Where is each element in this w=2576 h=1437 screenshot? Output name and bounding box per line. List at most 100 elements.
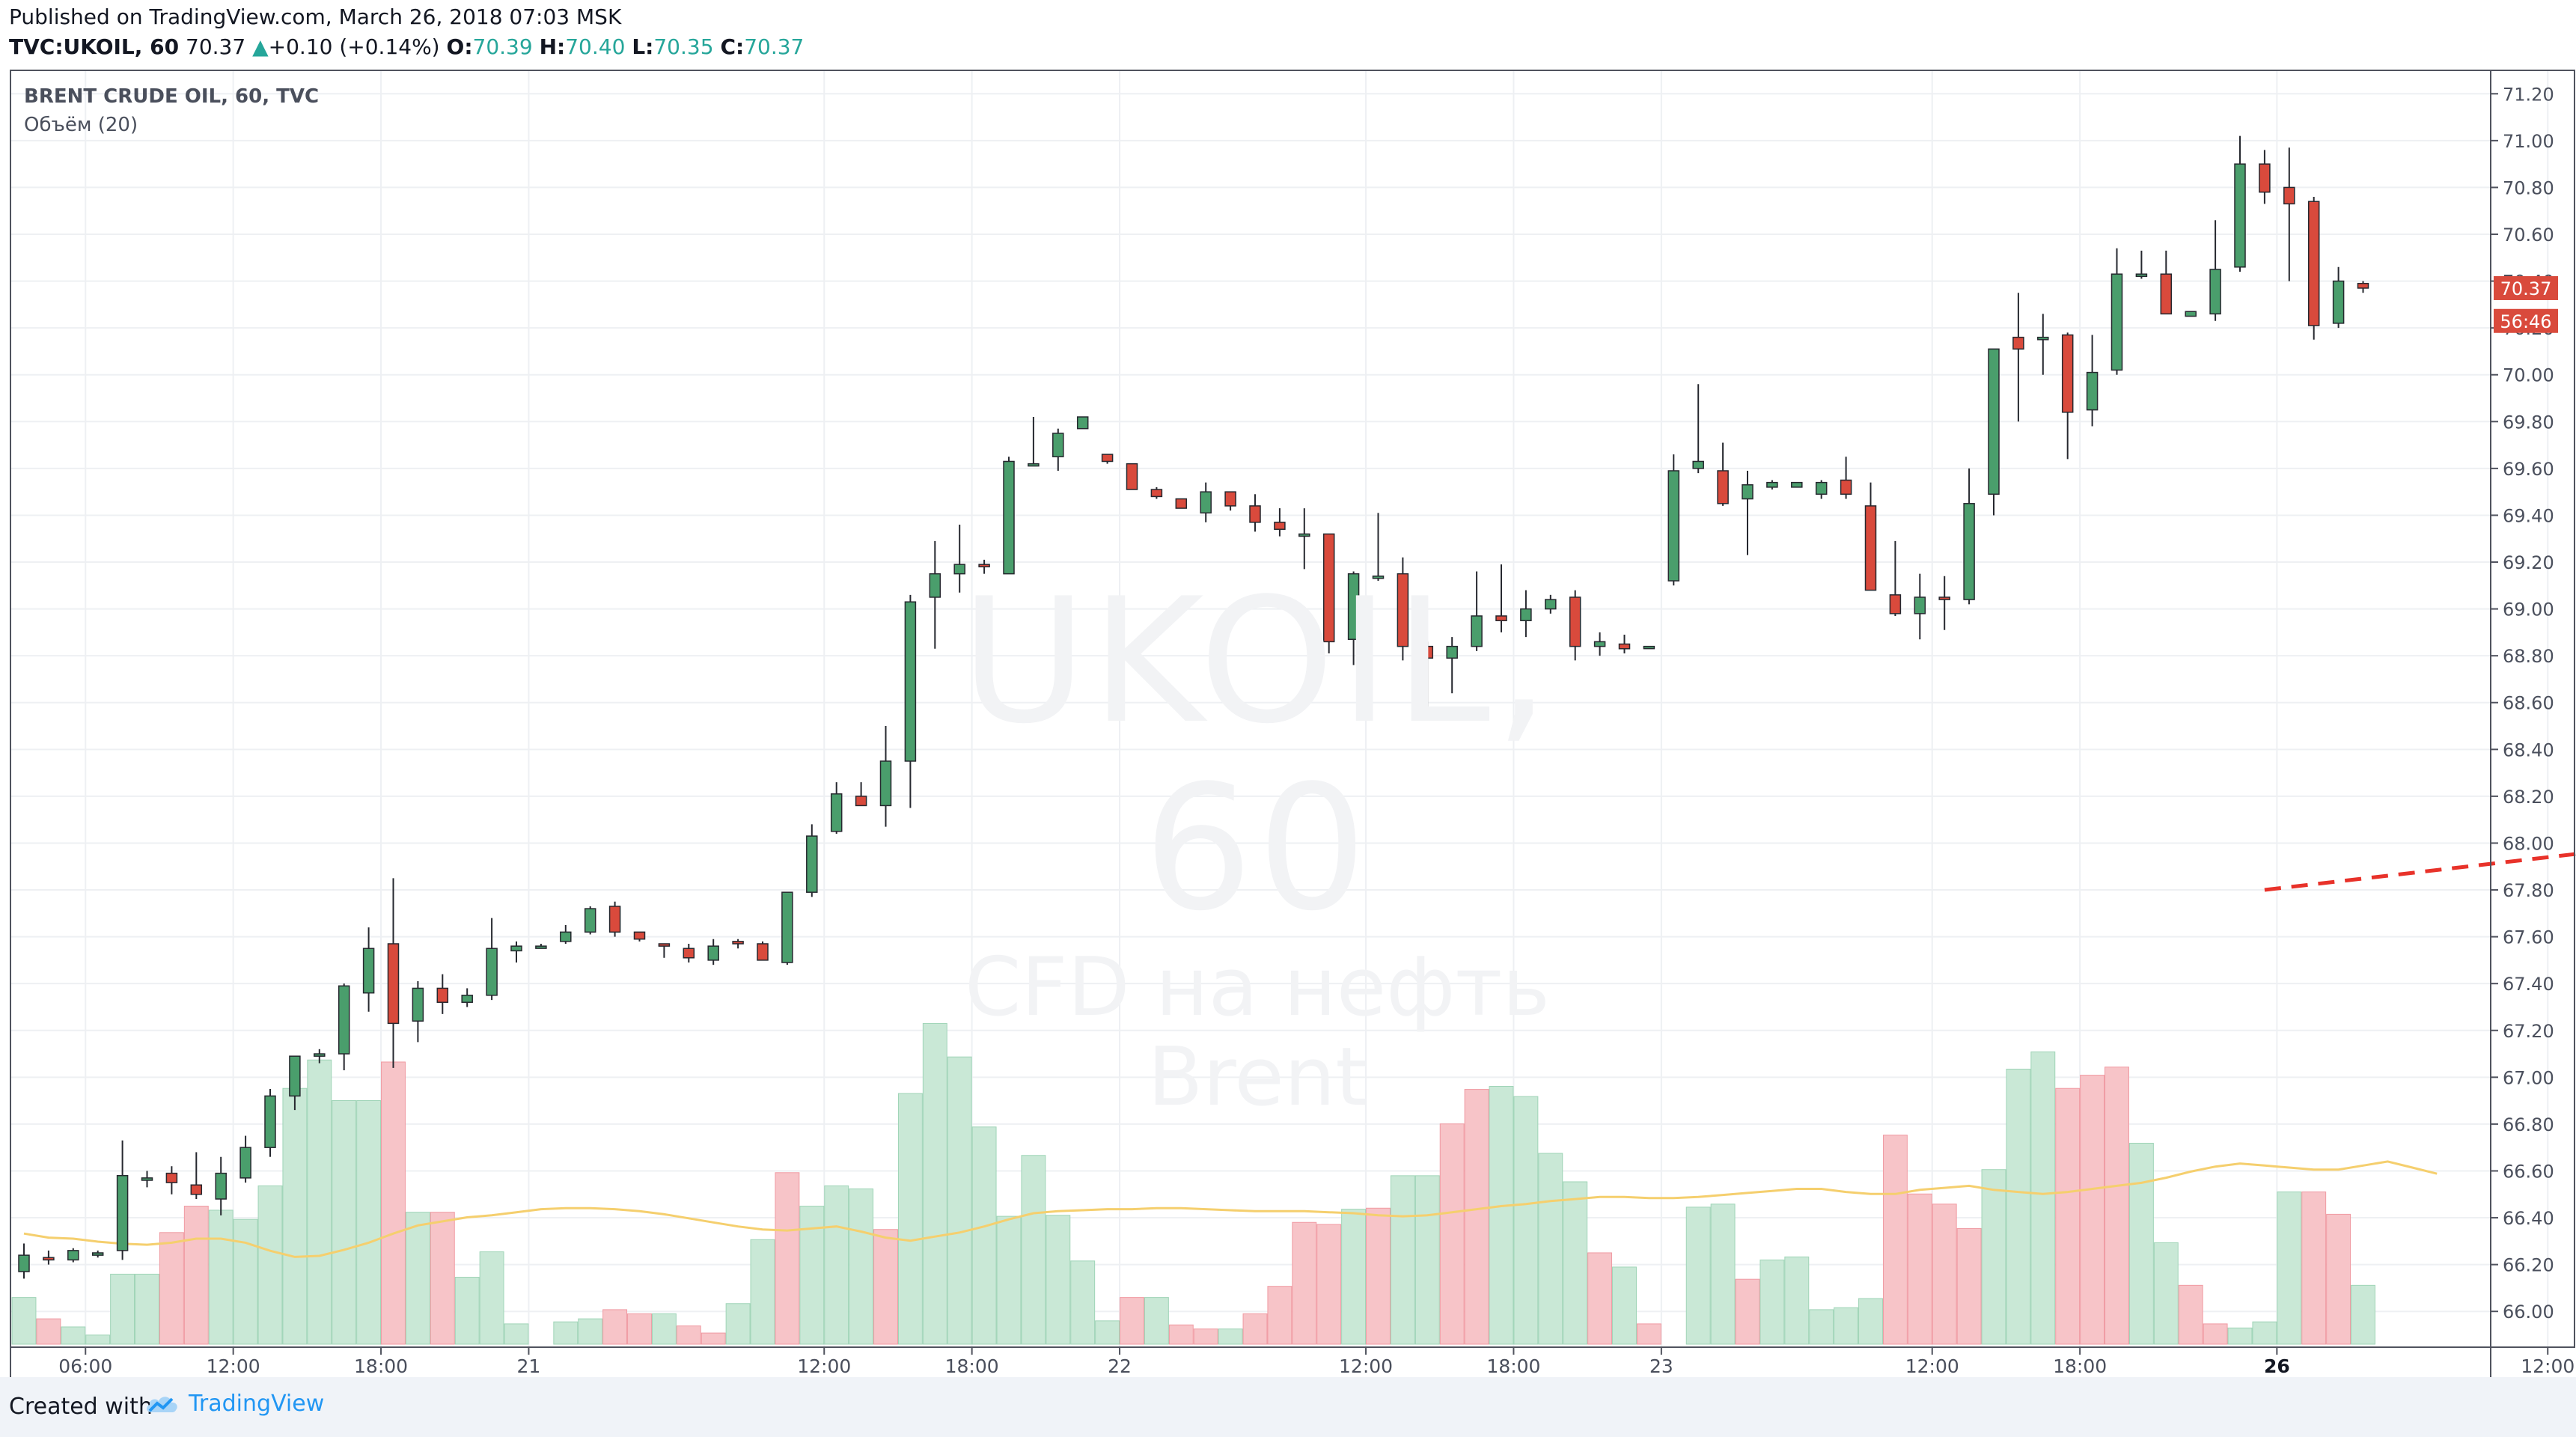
candle-body (1322, 533, 1335, 643)
candle-body (1864, 505, 1877, 591)
price-label-box (2494, 308, 2558, 333)
volume-bar (2030, 1051, 2056, 1345)
volume-bar (627, 1313, 652, 1345)
candle-body (67, 1250, 79, 1261)
y-tick-label: 70.00 (2503, 365, 2554, 386)
volume-bar (1882, 1135, 1908, 1345)
candle-body (953, 564, 965, 575)
legend-title[interactable]: BRENT CRUDE OIL, 60, TVC (24, 85, 320, 108)
volume-bar (1292, 1221, 1317, 1345)
candle-body (2012, 336, 2024, 350)
tradingview-link[interactable]: TradingView (144, 1391, 324, 1417)
published-line: Published on TradingView.com, March 26, … (9, 4, 622, 29)
volume-ma-line (23, 1160, 2438, 1258)
candle-body (1028, 463, 1040, 467)
candle-body (1052, 433, 1064, 457)
candle-body (1938, 597, 1950, 600)
volume-bar (454, 1276, 480, 1345)
symbol-label[interactable]: TVC:UKOIL, 60 (9, 34, 180, 59)
volume-bar (2153, 1242, 2179, 1345)
y-tick-label: 68.00 (2503, 833, 2554, 854)
candle-body (1545, 599, 1557, 610)
volume-bar (1193, 1328, 1218, 1345)
candle-body (535, 945, 547, 949)
x-tick-label: 12:00 (797, 1355, 851, 1377)
volume-bar (996, 1215, 1022, 1345)
volume-bar (1489, 1086, 1514, 1345)
x-tick-label: 12:00 (1339, 1355, 1393, 1377)
volume-bar (110, 1273, 135, 1345)
volume-bar (1710, 1203, 1736, 1345)
y-tick-label: 69.40 (2503, 505, 2554, 526)
y-tick-label: 67.80 (2503, 880, 2554, 901)
y-tick-label: 69.20 (2503, 552, 2554, 573)
volume-bar (553, 1321, 579, 1345)
x-tick-label: 06:00 (58, 1355, 112, 1377)
candle-body (633, 931, 646, 940)
candle-body (1840, 479, 1852, 495)
volume-bar (1907, 1193, 1932, 1345)
change-value: +0.10 (+0.14%) (268, 34, 440, 59)
close-label: C: (720, 34, 745, 59)
candle-body (1347, 573, 1360, 641)
x-tick-label: 18:00 (354, 1355, 408, 1377)
volume-bar (85, 1334, 111, 1345)
price-axis-frame (2490, 70, 2575, 1348)
y-tick-label: 71.20 (2503, 84, 2554, 105)
trendline[interactable] (2264, 850, 2576, 892)
candle-body (1150, 489, 1163, 498)
candle-body (314, 1053, 326, 1057)
volume-bar (356, 1100, 382, 1345)
volume-bar (1144, 1297, 1169, 1345)
candle-body (1224, 491, 1236, 507)
candle-body (2307, 201, 2320, 326)
last-price: 70.37 (186, 34, 246, 59)
high-value: 70.40 (565, 34, 626, 59)
candle-body (2209, 269, 2221, 315)
candle-body (1446, 645, 1458, 659)
candle-body (461, 995, 473, 1003)
candle-body (1667, 470, 1680, 582)
candle-body (2259, 163, 2271, 193)
candle-body (239, 1147, 251, 1179)
volume-bar (135, 1273, 159, 1345)
candle-body (116, 1174, 129, 1251)
candle-body (510, 945, 522, 952)
candle-body (1076, 416, 1089, 430)
x-tick-label: 22 (1108, 1355, 1132, 1377)
candle-body (707, 945, 719, 961)
candle-body (1593, 641, 1606, 647)
y-tick-label: 69.00 (2503, 599, 2554, 620)
candle-body (1815, 481, 1828, 495)
candle-body (608, 906, 621, 933)
volume-bar (332, 1100, 357, 1345)
candle-body (806, 835, 818, 893)
volume-bar (1636, 1323, 1661, 1345)
volume-bar (1809, 1309, 1834, 1345)
y-tick-label: 66.20 (2503, 1255, 2554, 1276)
high-label: H: (539, 34, 566, 59)
volume-bar (61, 1326, 86, 1345)
candle-body (2160, 273, 2173, 315)
volume-bar (971, 1126, 997, 1345)
x-tick-label: 12:00 (2521, 1355, 2575, 1377)
volume-bar (2277, 1192, 2302, 1345)
candle-body (1003, 460, 1015, 575)
x-tick-label: 23 (1649, 1355, 1673, 1377)
volume-bar (1168, 1324, 1194, 1345)
legend-volume-study[interactable]: Объём (20) (24, 114, 138, 136)
volume-bar (2105, 1067, 2129, 1345)
tradingview-brand-text: TradingView (189, 1391, 325, 1417)
volume-bar (849, 1188, 874, 1345)
volume-bar (1612, 1266, 1637, 1345)
volume-bar (208, 1209, 234, 1345)
x-tick-label: 18:00 (1486, 1355, 1540, 1377)
volume-bar (922, 1022, 947, 1345)
volume-bar (2055, 1087, 2081, 1345)
volume-bar (775, 1172, 800, 1345)
candle-body (2234, 163, 2246, 268)
volume-bar (36, 1318, 61, 1345)
candle-body (904, 601, 917, 762)
price-chart[interactable]: 71.2071.0070.8070.6070.4070.2070.0069.80… (0, 67, 2576, 1377)
candle-body (1274, 522, 1286, 530)
